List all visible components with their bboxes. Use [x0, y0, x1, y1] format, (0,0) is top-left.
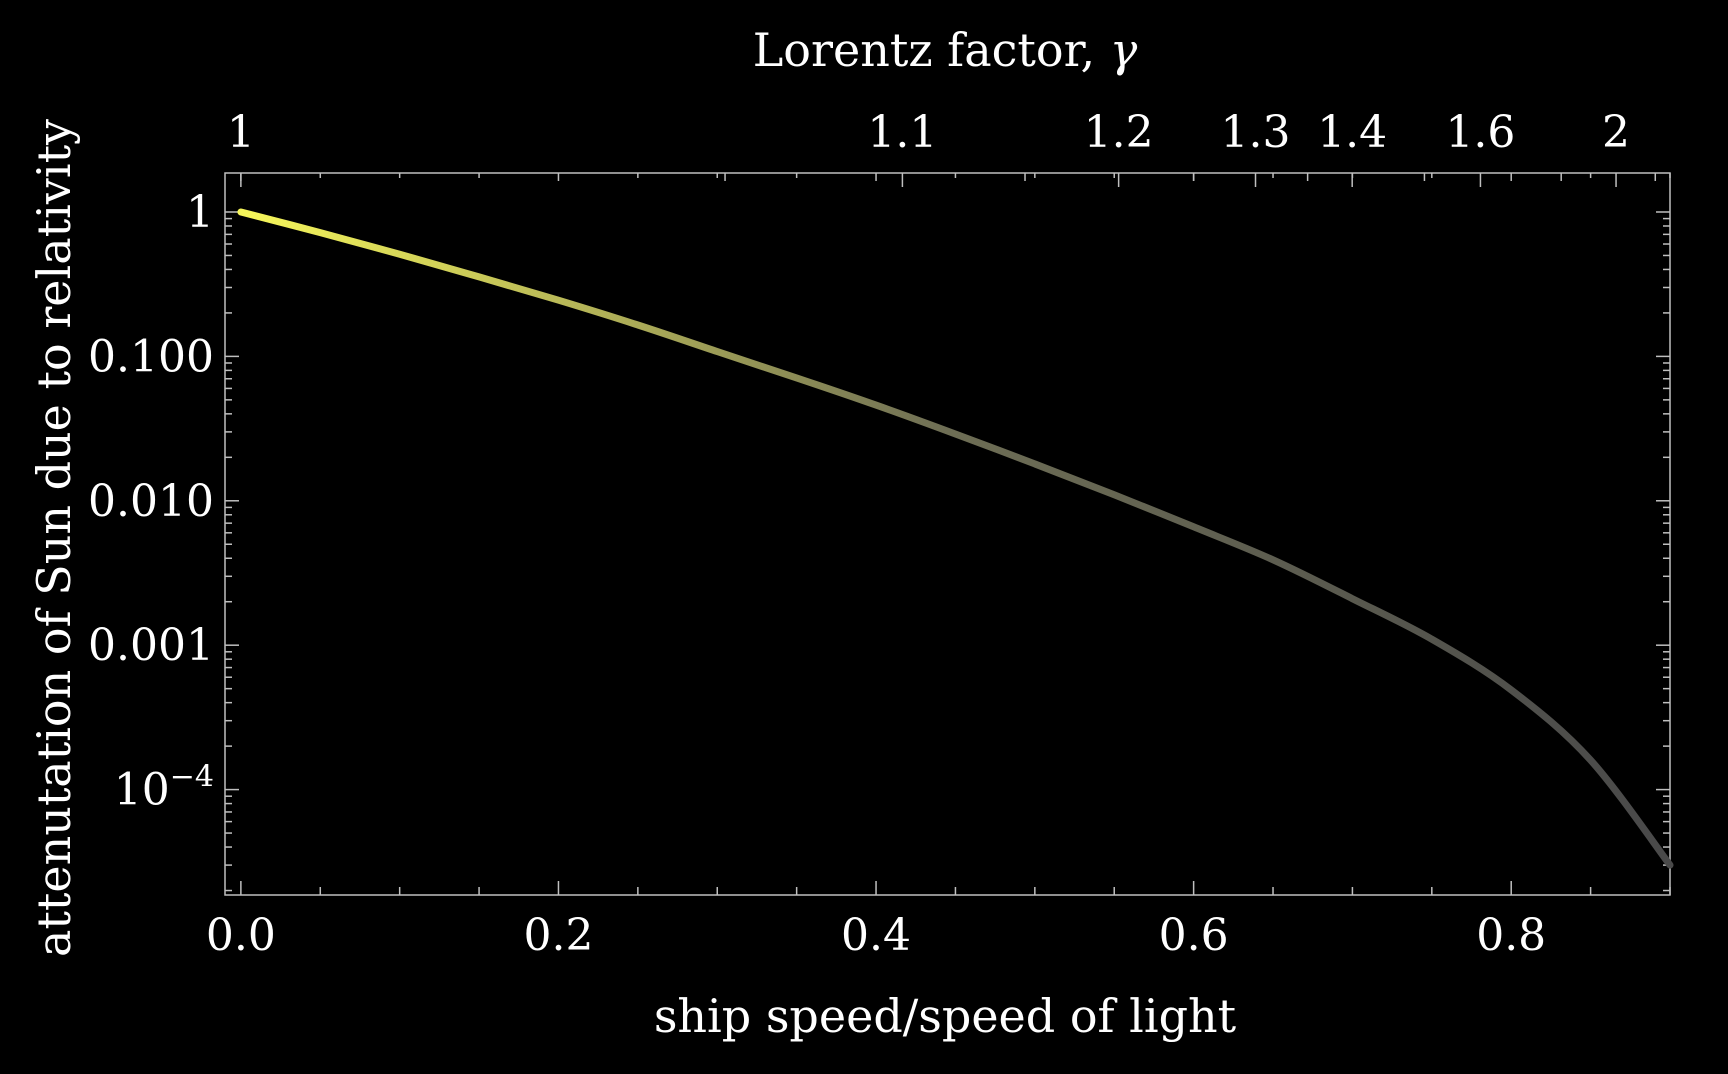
y-tick-label: 0.001 — [88, 620, 214, 671]
tick-labels: 0.0 0.2 0.4 0.6 0.8 1 1.1 1.2 1.3 1.4 1.6 2 1 0.100 0.… — [88, 107, 1630, 961]
gamma-symbol: γ — [1110, 23, 1138, 77]
top-tick-label: 1.3 — [1221, 107, 1291, 158]
top-tick-label: 1 — [227, 107, 255, 158]
y-tick-label: 0.010 — [88, 476, 214, 527]
x-tick-label: 0.6 — [1159, 910, 1229, 961]
y-tick-label: 1 — [186, 187, 214, 238]
y-tick-label-exponent: −4 — [170, 760, 214, 795]
top-axis-title: Lorentz factor, γ — [753, 23, 1138, 77]
y-tick-label-base: 10 — [114, 765, 170, 816]
top-tick-label: 1.1 — [867, 107, 937, 158]
y-tick-label: 10−4 — [114, 760, 214, 816]
x-tick-label: 0.4 — [841, 910, 911, 961]
plot-frame — [224, 172, 1671, 896]
x-tick-label: 0.0 — [206, 910, 276, 961]
top-tick-label: 2 — [1602, 107, 1630, 158]
top-tick-label: 1.4 — [1317, 107, 1387, 158]
top-tick-label: 1.6 — [1445, 107, 1515, 158]
x-tick-label: 0.2 — [523, 910, 593, 961]
y-tick-label: 0.100 — [88, 331, 214, 382]
y-axis-title: attenutation of Sun due to relativity — [27, 119, 81, 957]
x-tick-label: 0.8 — [1476, 910, 1546, 961]
top-axis-title-text: Lorentz factor, — [753, 23, 1110, 77]
top-tick-label: 1.2 — [1084, 107, 1154, 158]
series-line — [237, 208, 1674, 869]
x-axis-title: ship speed/speed of light — [654, 989, 1237, 1043]
ticks — [225, 173, 1671, 895]
